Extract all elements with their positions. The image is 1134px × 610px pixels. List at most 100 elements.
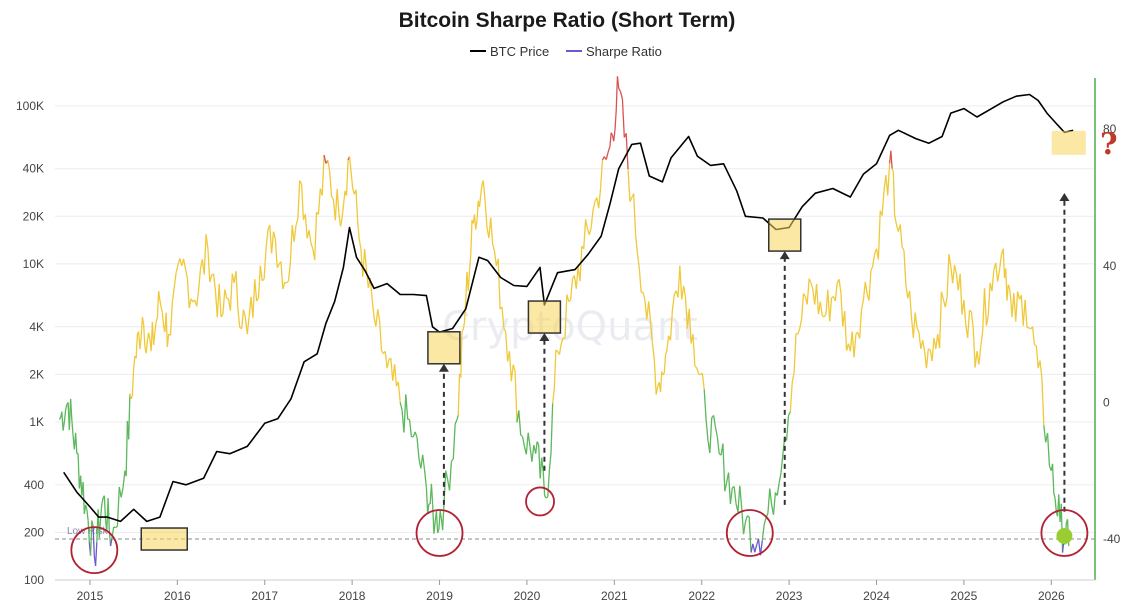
sharpe-segment — [203, 234, 207, 275]
sharpe-segment — [819, 301, 823, 316]
sharpe-segment — [864, 281, 868, 295]
sharpe-segment — [94, 542, 98, 566]
sharpe-segment — [329, 171, 333, 197]
sharpe-segment — [527, 432, 531, 447]
sharpe-segment — [173, 272, 177, 288]
x-tick-label: 2016 — [164, 589, 191, 603]
left-tick-label: 2K — [29, 367, 44, 381]
left-tick-label: 100 — [24, 573, 44, 587]
sharpe-segment — [705, 419, 709, 441]
sharpe-segment — [682, 285, 687, 298]
sharpe-segment — [430, 483, 434, 505]
sharpe-segment — [265, 230, 269, 250]
x-tick-label: 2019 — [426, 589, 453, 603]
sharpe-segment — [145, 340, 149, 354]
sharpe-segment — [224, 289, 228, 299]
arrow-head — [779, 251, 790, 260]
legend-sharpe-label: Sharpe Ratio — [586, 44, 662, 59]
x-tick-label: 2023 — [776, 589, 803, 603]
sharpe-segment — [484, 200, 488, 228]
sharpe-segment — [161, 312, 165, 326]
sharpe-segment — [709, 417, 713, 454]
sharpe-segment — [838, 279, 842, 294]
red-circle-marker — [70, 526, 119, 574]
sharpe-segment — [222, 289, 226, 315]
sharpe-segment — [998, 254, 1003, 271]
sharpe-segment — [555, 349, 558, 352]
sharpe-segment — [197, 269, 202, 291]
sharpe-segment — [1051, 463, 1055, 493]
sharpe-segment — [590, 209, 594, 228]
sharpe-segment — [69, 398, 73, 421]
sharpe-segment — [282, 282, 286, 290]
sharpe-segment — [1031, 326, 1036, 345]
btc-price-series — [63, 93, 1074, 523]
sharpe-segment — [184, 268, 188, 278]
sharpe-segment — [91, 520, 94, 527]
right-tick-label: 0 — [1103, 395, 1110, 409]
right-axis-ticks: 80 40 0 -40 — [1094, 78, 1121, 580]
sharpe-segment — [757, 538, 762, 556]
sharpe-segment — [651, 343, 655, 360]
sharpe-segment — [859, 309, 863, 339]
sharpe-segment — [77, 453, 80, 489]
sharpe-segment — [160, 307, 164, 313]
sharpe-segment — [928, 348, 931, 351]
sharpe-segment — [512, 364, 516, 372]
sharpe-segment — [450, 458, 454, 462]
sharpe-segment — [363, 249, 368, 271]
sharpe-segment — [286, 280, 289, 284]
x-tick-label: 2020 — [514, 589, 541, 603]
sharpe-segment — [508, 351, 512, 382]
sharpe-segment — [877, 210, 881, 260]
sharpe-segment — [642, 292, 646, 301]
sharpe-segment — [1008, 287, 1012, 299]
sharpe-segment — [739, 485, 743, 508]
legend: BTC Price Sharpe Ratio — [470, 44, 662, 59]
sharpe-segment — [931, 338, 935, 362]
sharpe-segment — [1054, 497, 1057, 513]
sharpe-segment — [157, 291, 161, 301]
sharpe-segment — [649, 321, 654, 344]
sharpe-segment — [432, 504, 435, 534]
sharpe-segment — [583, 219, 587, 249]
sharpe-segment — [776, 482, 780, 496]
sharpe-segment — [362, 249, 366, 277]
sharpe-segment — [791, 372, 795, 383]
red-circle-marker — [1040, 509, 1089, 557]
sharpe-segment — [616, 76, 620, 89]
sharpe-segment — [101, 497, 104, 505]
sharpe-segment — [983, 288, 988, 326]
sharpe-segment — [386, 359, 390, 369]
sharpe-segment — [1041, 378, 1045, 426]
sharpe-segment — [356, 221, 360, 240]
sharpe-segment — [452, 424, 456, 460]
sharpe-segment — [746, 515, 750, 518]
sharpe-segment — [903, 250, 907, 285]
sharpe-segment — [840, 293, 844, 327]
sharpe-segment — [297, 180, 301, 219]
sharpe-segment — [454, 419, 458, 425]
sharpe-segment — [442, 504, 445, 531]
sharpe-segment — [468, 255, 472, 271]
sharpe-segment — [348, 156, 352, 173]
sharpe-segment — [851, 331, 855, 358]
sharpe-segment — [785, 415, 790, 441]
sharpe-segment — [972, 329, 976, 368]
sharpe-segment — [636, 253, 640, 269]
sharpe-segment — [182, 258, 187, 269]
sharpe-segment — [336, 189, 340, 215]
sharpe-segment — [107, 498, 110, 530]
sharpe-segment — [535, 441, 538, 454]
sharpe-segment — [378, 320, 383, 351]
sharpe-segment — [545, 496, 549, 499]
sharpe-segment — [276, 263, 280, 269]
sharpe-segment — [995, 262, 999, 282]
question-mark-annotation: ? — [1100, 127, 1118, 162]
sharpe-segment — [435, 511, 439, 533]
right-tick-label: 40 — [1103, 259, 1117, 273]
sharpe-segment — [619, 91, 624, 100]
sharpe-segment — [186, 277, 190, 309]
left-tick-label: 40K — [23, 162, 44, 176]
